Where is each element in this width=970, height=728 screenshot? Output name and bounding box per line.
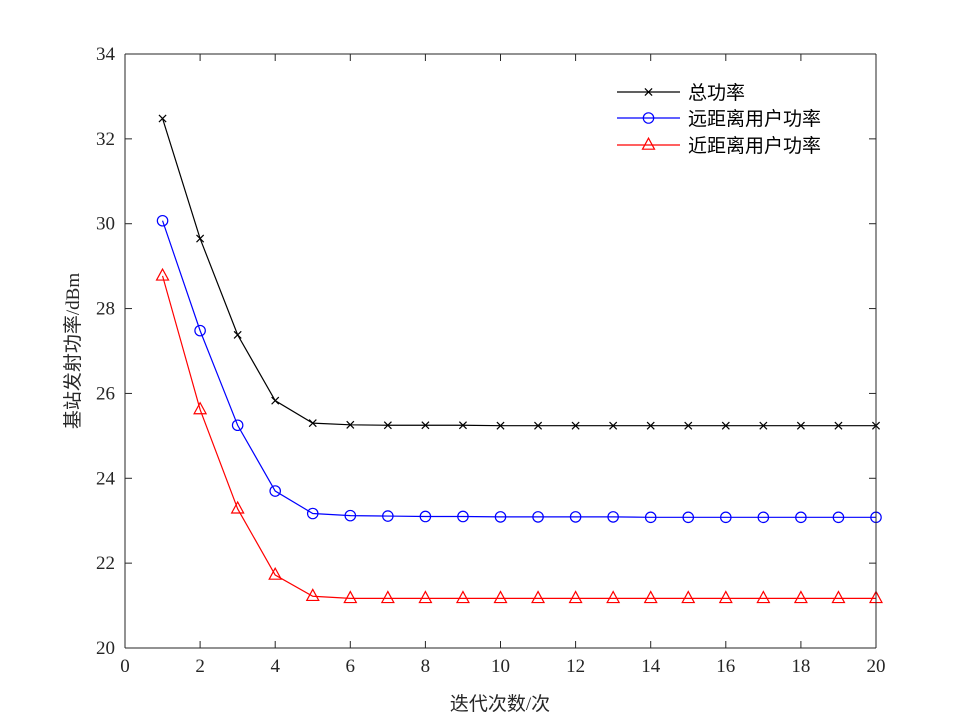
legend-item-3: 近距离用户功率 xyxy=(617,135,821,157)
x-tick-label: 6 xyxy=(346,656,356,677)
series-3-point xyxy=(193,401,208,415)
series-2-point xyxy=(344,509,357,522)
legend-label: 近距离用户功率 xyxy=(688,135,821,157)
x-tick-label: 20 xyxy=(867,656,886,677)
y-tick-label: 30 xyxy=(96,214,115,235)
y-tick-label: 20 xyxy=(96,638,115,659)
series-1-point xyxy=(834,421,843,430)
series-1-point xyxy=(421,421,430,430)
series-1-point xyxy=(646,421,655,430)
series-3-point xyxy=(380,590,395,604)
series-2-point xyxy=(719,511,732,524)
y-axis-title: 基站发射功率/dBm xyxy=(62,273,84,429)
plot-area xyxy=(125,54,876,648)
series-2-point xyxy=(644,511,657,524)
series-3-point xyxy=(606,590,621,604)
legend-item-2: 远距离用户功率 xyxy=(617,108,821,130)
series-3-point xyxy=(531,590,546,604)
series-2-point xyxy=(494,511,507,523)
legend-swatch-marker xyxy=(641,136,656,150)
series-3-point xyxy=(305,588,320,602)
series-3-point xyxy=(268,566,283,580)
series-1-point xyxy=(458,421,467,430)
series-1-point xyxy=(759,421,768,430)
x-tick-label: 16 xyxy=(716,656,735,677)
series-1-point xyxy=(196,234,205,243)
series-2-point xyxy=(269,485,281,497)
series-3-point xyxy=(418,590,433,604)
x-tick-label: 18 xyxy=(791,656,810,677)
y-tick-label: 28 xyxy=(96,299,115,320)
series-2-point xyxy=(795,511,807,524)
series-1-point xyxy=(496,421,505,430)
series-3-point xyxy=(230,500,245,514)
series-3-point xyxy=(155,267,170,281)
legend-item-1: 总功率 xyxy=(617,82,745,104)
series-3-point xyxy=(793,590,808,604)
series-3-point xyxy=(343,590,358,604)
x-tick-label: 4 xyxy=(270,656,280,677)
series-1-point xyxy=(271,396,280,405)
series-1-point xyxy=(383,421,392,430)
series-3-point xyxy=(493,590,508,604)
series-3-point xyxy=(718,590,733,604)
y-tick-label: 34 xyxy=(96,44,116,65)
series-1-point xyxy=(609,421,618,430)
series-1-point xyxy=(158,114,167,123)
series-2-point xyxy=(682,511,695,524)
x-tick-label: 8 xyxy=(421,656,431,677)
y-tick-label: 32 xyxy=(96,129,115,150)
y-tick-label: 22 xyxy=(96,553,115,574)
series-3-point xyxy=(568,590,583,604)
x-tick-label: 0 xyxy=(120,656,130,677)
series-2-point xyxy=(832,511,845,524)
series-1-point xyxy=(534,421,543,430)
series-1-point xyxy=(346,420,355,429)
series-2-point xyxy=(757,511,770,524)
series-2-point xyxy=(156,214,169,227)
series-3-point xyxy=(681,590,696,604)
plot-layer xyxy=(125,54,884,648)
x-axis-title: 迭代次数/次 xyxy=(450,693,550,715)
series-2-point xyxy=(607,511,619,523)
series-line-2 xyxy=(161,220,876,518)
series-2-point xyxy=(194,324,206,337)
series-1-point xyxy=(796,421,805,430)
series-2-point xyxy=(569,511,582,523)
series-1-point xyxy=(571,421,580,430)
legend-label: 远距离用户功率 xyxy=(688,108,821,130)
series-3-point xyxy=(756,590,771,604)
legend-swatch-marker xyxy=(642,112,655,124)
series-2-point xyxy=(419,510,432,523)
series-1-point xyxy=(233,330,242,339)
series-2-point xyxy=(532,511,544,523)
y-tick-label: 24 xyxy=(96,468,116,489)
series-3-point xyxy=(455,590,470,604)
series-2-point xyxy=(457,510,469,523)
x-tick-label: 12 xyxy=(566,656,585,677)
series-1-point xyxy=(721,421,730,430)
series-2-point xyxy=(231,419,244,432)
y-tick-label: 26 xyxy=(96,383,115,404)
x-tick-label: 10 xyxy=(491,656,510,677)
series-2-point xyxy=(382,510,394,522)
series-1-point xyxy=(308,419,317,428)
series-1-point xyxy=(684,421,693,430)
legend-label: 总功率 xyxy=(688,82,745,104)
legend-swatch-marker xyxy=(644,87,653,97)
x-tick-label: 2 xyxy=(195,656,205,677)
series-3-point xyxy=(643,590,658,604)
series-3-point xyxy=(831,590,846,604)
series-line-1 xyxy=(161,118,876,427)
series-2-point xyxy=(306,507,319,520)
x-tick-label: 14 xyxy=(641,656,661,677)
